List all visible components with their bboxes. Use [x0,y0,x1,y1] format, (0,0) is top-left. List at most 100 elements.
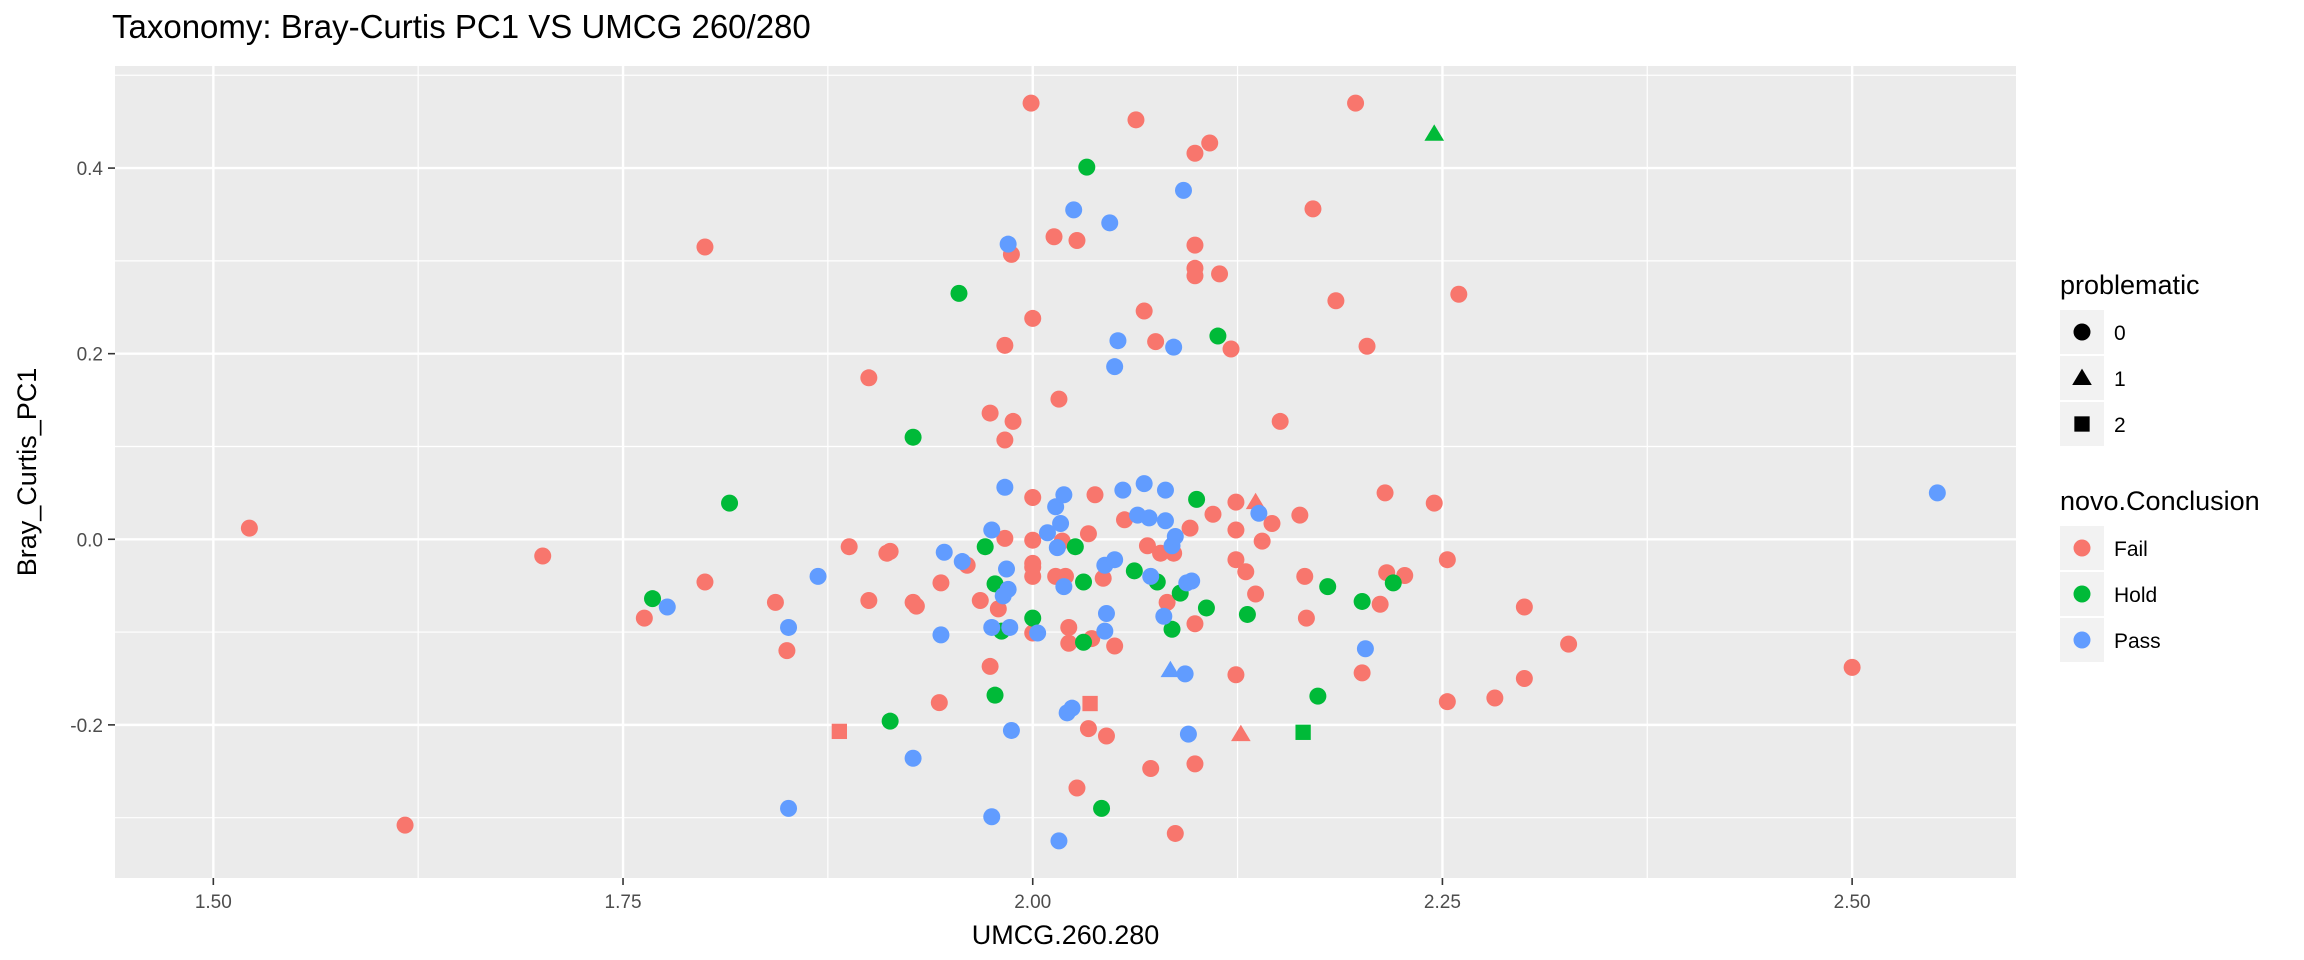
data-point [1050,832,1068,850]
data-point [986,686,1004,704]
data-point [1068,231,1086,249]
data-point [1353,592,1371,610]
legend-symbol-square [2074,416,2090,432]
data-point [950,284,968,302]
x-axis-title: UMCG.260.280 [972,920,1160,950]
data-point-triangle [1231,724,1251,742]
data-point [1309,687,1327,705]
data-point [809,567,827,585]
data-point [1060,634,1078,652]
legend-label: Fail [2114,538,2148,561]
data-point [1156,481,1174,499]
data-point [1065,201,1083,219]
x-tick-label: 1.50 [195,892,232,913]
data-point [1068,779,1086,797]
legend-symbol-fail [2073,539,2091,557]
data-point [932,574,950,592]
data-point [1155,607,1173,625]
major-gridlines [115,66,2016,878]
data-point [1060,618,1078,636]
data-point [1201,134,1219,152]
data-point [996,529,1014,547]
data-point [930,694,948,712]
data-point [1022,94,1040,112]
data-point [1253,532,1271,550]
y-tick-label: -0.2 [70,716,103,737]
y-tick-label: 0.2 [77,345,103,366]
data-point [1227,493,1245,511]
data-point [1142,759,1160,777]
data-point-square [1295,724,1311,740]
data-point [999,580,1017,598]
x-axis: 1.50 1.75 2.00 2.25 2.50 [195,878,1871,913]
data-point [1425,494,1443,512]
x-tick-label: 2.00 [1014,892,1051,913]
legend-label: 0 [2114,322,2126,345]
data-point [1079,720,1097,738]
data-point [1114,481,1132,499]
data-point [1024,609,1042,627]
data-point [1176,665,1194,683]
data-point [1166,527,1184,545]
data-point [1106,358,1124,376]
data-point [1140,509,1158,527]
data-point-square [1082,695,1098,712]
data-point [976,538,994,556]
data-point-triangle [1160,660,1181,678]
data-point-triangle [1424,124,1445,141]
data-point [1209,327,1227,345]
legend-title: problematic [2060,270,2200,300]
data-point [881,712,899,730]
data-point [932,626,950,644]
legend-symbol-triangle [2072,368,2092,386]
data-point [240,519,258,537]
data-point [780,618,798,636]
data-point [1050,390,1068,408]
data-point [1158,593,1176,611]
data-point [1327,292,1345,310]
data-point [1353,664,1371,682]
data-point [1156,512,1174,530]
data-point [1319,578,1337,596]
data-point [1296,567,1314,585]
data-point [1179,725,1197,743]
data-point [1271,412,1289,430]
data-point [1376,484,1394,502]
data-point [1052,515,1070,533]
data-point [1024,531,1042,549]
data-point [1055,578,1073,596]
data-point [1183,572,1201,590]
data-point [1515,598,1533,616]
legend-symbol-circle [2073,323,2091,341]
data-point [989,600,1007,618]
data-point [1024,489,1042,507]
data-point [1358,337,1376,355]
x-tick-label: 2.25 [1424,892,1461,913]
data-point [1024,309,1042,327]
data-point [1135,302,1153,320]
data-point [396,816,414,834]
data-point [658,598,676,616]
data-point [953,553,971,571]
data-point [1165,338,1183,356]
data-point [721,494,739,512]
data-point [1024,567,1042,585]
data-point [1174,181,1192,199]
data-points [240,94,1946,850]
legend-symbol-hold [2073,585,2091,603]
data-point [904,428,922,446]
plot-panel [115,66,2016,878]
data-point [1094,569,1112,587]
data-point [1843,658,1861,676]
data-point [1188,490,1206,508]
data-point [1142,567,1160,585]
data-point [1263,515,1281,533]
data-point [696,573,714,591]
data-point [1135,475,1153,493]
data-point [635,609,653,627]
data-point [1227,521,1245,539]
data-point [1063,699,1081,717]
data-point [1101,214,1119,232]
data-point [1045,228,1063,246]
